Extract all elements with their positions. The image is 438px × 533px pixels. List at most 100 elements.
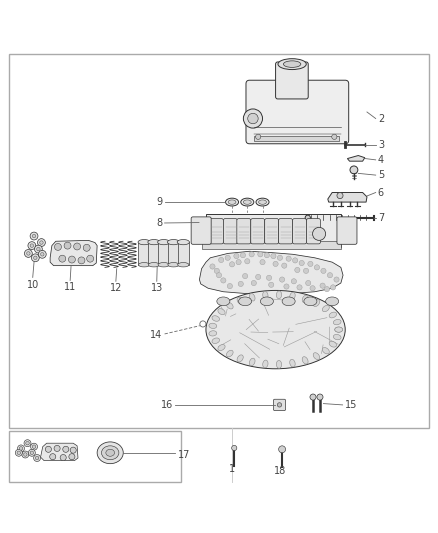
Ellipse shape [218, 344, 225, 351]
Circle shape [70, 447, 76, 453]
Text: 8: 8 [156, 218, 162, 228]
Ellipse shape [325, 297, 339, 305]
Circle shape [38, 239, 46, 246]
Circle shape [32, 254, 39, 262]
Circle shape [330, 285, 336, 290]
FancyBboxPatch shape [273, 399, 286, 410]
Circle shape [225, 255, 230, 261]
Circle shape [19, 447, 23, 450]
Ellipse shape [333, 319, 341, 325]
Circle shape [248, 114, 258, 124]
Ellipse shape [178, 263, 189, 267]
Text: 18: 18 [274, 466, 286, 476]
Circle shape [214, 268, 219, 273]
Circle shape [244, 109, 262, 128]
Circle shape [227, 284, 233, 289]
Text: 3: 3 [378, 140, 384, 150]
Ellipse shape [237, 355, 243, 362]
Circle shape [232, 446, 237, 450]
Circle shape [291, 279, 297, 284]
Circle shape [337, 192, 343, 199]
Circle shape [63, 446, 69, 453]
Circle shape [49, 454, 56, 460]
Circle shape [199, 220, 204, 225]
Ellipse shape [237, 297, 243, 304]
Ellipse shape [322, 348, 329, 354]
Ellipse shape [278, 59, 306, 70]
Circle shape [277, 255, 283, 261]
Polygon shape [50, 240, 97, 265]
Ellipse shape [335, 327, 343, 332]
FancyBboxPatch shape [307, 219, 321, 244]
Circle shape [35, 456, 39, 460]
Ellipse shape [258, 200, 266, 204]
Ellipse shape [290, 359, 295, 367]
Circle shape [266, 275, 272, 280]
Circle shape [308, 261, 313, 266]
Circle shape [15, 449, 22, 456]
Circle shape [221, 278, 226, 283]
Circle shape [255, 134, 261, 140]
Circle shape [258, 252, 263, 257]
Circle shape [295, 268, 300, 272]
Ellipse shape [177, 239, 189, 245]
Circle shape [30, 232, 38, 240]
Polygon shape [328, 192, 367, 202]
Circle shape [264, 253, 269, 258]
Circle shape [54, 244, 61, 251]
Circle shape [310, 286, 315, 291]
Circle shape [18, 445, 25, 452]
Circle shape [251, 280, 256, 286]
FancyBboxPatch shape [246, 80, 349, 144]
Ellipse shape [209, 323, 217, 328]
Circle shape [249, 252, 254, 257]
Circle shape [321, 268, 326, 273]
Ellipse shape [138, 263, 150, 267]
Circle shape [236, 260, 241, 265]
Circle shape [87, 255, 94, 262]
Ellipse shape [138, 239, 150, 245]
Circle shape [324, 287, 329, 292]
Ellipse shape [167, 239, 180, 245]
Polygon shape [41, 443, 78, 461]
Ellipse shape [106, 449, 115, 456]
Circle shape [41, 253, 44, 256]
Circle shape [17, 451, 21, 455]
Polygon shape [199, 251, 343, 294]
FancyBboxPatch shape [191, 217, 211, 244]
Circle shape [54, 446, 60, 451]
Ellipse shape [158, 239, 170, 245]
Circle shape [28, 449, 35, 456]
Circle shape [200, 321, 206, 327]
Ellipse shape [241, 198, 254, 206]
Circle shape [297, 285, 302, 290]
Ellipse shape [256, 198, 269, 206]
Circle shape [30, 244, 34, 247]
Text: 12: 12 [110, 283, 122, 293]
FancyBboxPatch shape [265, 219, 279, 244]
Bar [138, 242, 150, 265]
Text: 1: 1 [229, 464, 235, 474]
Ellipse shape [249, 358, 255, 366]
Circle shape [234, 254, 239, 259]
Circle shape [332, 134, 337, 140]
Circle shape [268, 282, 274, 287]
FancyBboxPatch shape [206, 214, 341, 247]
Ellipse shape [276, 291, 282, 299]
FancyBboxPatch shape [251, 219, 265, 244]
Circle shape [317, 394, 323, 400]
Ellipse shape [282, 297, 295, 305]
Ellipse shape [212, 338, 219, 343]
Text: 17: 17 [178, 449, 190, 459]
Ellipse shape [148, 263, 159, 267]
Circle shape [78, 257, 85, 264]
FancyBboxPatch shape [201, 241, 341, 249]
Circle shape [271, 254, 276, 259]
Circle shape [273, 261, 278, 266]
Circle shape [30, 451, 34, 455]
Ellipse shape [148, 239, 160, 245]
Bar [178, 242, 189, 265]
Ellipse shape [333, 334, 341, 340]
Ellipse shape [102, 446, 119, 460]
Circle shape [245, 259, 250, 264]
